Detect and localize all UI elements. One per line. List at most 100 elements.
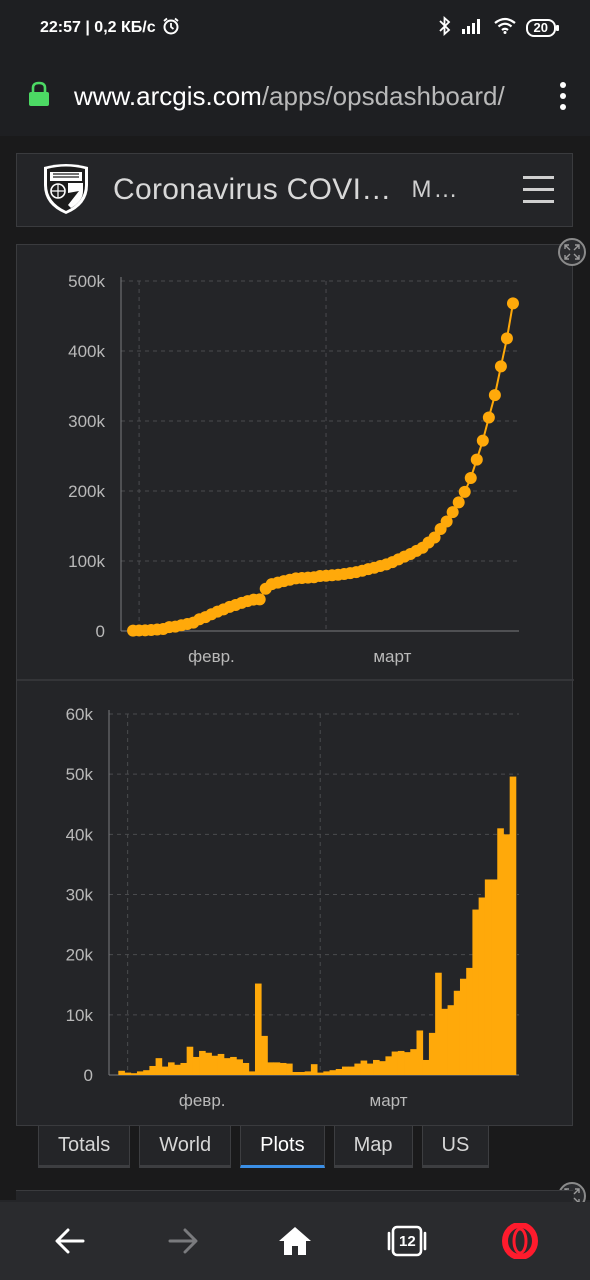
x-tick-label: март (370, 1091, 408, 1110)
bar (124, 1072, 132, 1075)
bar (199, 1050, 206, 1075)
tab-us[interactable]: US (421, 1126, 490, 1168)
tabs-icon[interactable]: 12 (377, 1211, 437, 1271)
browser-nav-bar: 12 (0, 1202, 590, 1280)
bar (354, 1063, 361, 1075)
bar (335, 1068, 343, 1075)
bar (466, 967, 473, 1075)
signal-icon (461, 18, 484, 39)
bar (279, 1062, 287, 1075)
bar (422, 1059, 430, 1075)
dashboard-title: Coronavirus COVI… (113, 173, 392, 206)
bar (292, 1071, 299, 1075)
battery-icon: 20 (525, 19, 560, 37)
bar (317, 1072, 324, 1075)
bar (223, 1058, 231, 1075)
bar (373, 1059, 380, 1075)
data-point (494, 360, 507, 373)
bar (428, 1032, 436, 1075)
bar (497, 828, 504, 1075)
bar (186, 1046, 194, 1075)
tab-totals[interactable]: Totals (38, 1126, 131, 1168)
bar (472, 909, 480, 1075)
bar (254, 983, 262, 1075)
wifi-icon (493, 17, 516, 39)
data-point (428, 531, 441, 544)
y-tick-label: 200k (68, 482, 105, 501)
bar (217, 1053, 225, 1075)
bar (360, 1060, 368, 1075)
y-tick-label: 100k (68, 552, 105, 571)
y-tick-label: 50k (66, 765, 94, 784)
lock-icon (28, 81, 50, 112)
y-tick-label: 500k (68, 272, 105, 291)
dashboard-tabs: Totals World Plots Map US (38, 1126, 490, 1170)
bar (410, 1049, 417, 1075)
bar (323, 1071, 330, 1075)
bar (273, 1062, 281, 1075)
bar (416, 1030, 424, 1075)
y-tick-label: 300k (68, 412, 105, 431)
data-point (476, 434, 489, 447)
bar (168, 1062, 175, 1075)
plots-panel: 0 100k 200k 300k 400k 500k февр. март 0 10k 20k 30… (16, 244, 574, 1126)
y-tick-label: 0 (96, 622, 105, 641)
bar (205, 1052, 212, 1075)
menu-dots-icon[interactable] (560, 82, 566, 110)
tab-map[interactable]: Map (333, 1126, 413, 1168)
alarm-icon (162, 17, 180, 40)
tab-count: 12 (399, 1232, 416, 1250)
bar (404, 1052, 411, 1075)
x-tick-label: март (373, 647, 411, 666)
x-tick-label: февр. (188, 647, 235, 666)
status-bar: 22:57 | 0,2 КБ/с 20 (0, 0, 590, 56)
opera-logo-icon[interactable] (490, 1211, 550, 1271)
bar (236, 1059, 243, 1075)
bar (304, 1071, 312, 1075)
bar (248, 1071, 256, 1075)
series-line (133, 303, 514, 632)
bar (509, 776, 517, 1075)
bar (348, 1066, 355, 1075)
bar (478, 897, 486, 1075)
data-point (458, 485, 471, 498)
hamburger-menu-icon[interactable] (523, 176, 554, 203)
bar (447, 1005, 455, 1075)
bar (329, 1070, 337, 1075)
y-tick-label: 0 (84, 1066, 93, 1085)
y-tick-label: 400k (68, 342, 105, 361)
bar (161, 1066, 169, 1075)
data-point (440, 515, 453, 528)
bar (435, 972, 442, 1075)
bar (366, 1063, 374, 1075)
home-icon[interactable] (265, 1211, 325, 1271)
bar (174, 1064, 181, 1075)
data-point (452, 496, 465, 509)
bar (453, 990, 461, 1075)
status-time-speed: 22:57 | 0,2 КБ/с (40, 19, 156, 36)
daily-cases-chart: 0 10k 20k 30k 40k 50k 60k февр. март (66, 705, 519, 1110)
bar (397, 1050, 405, 1075)
bar (149, 1065, 156, 1075)
bar (341, 1066, 349, 1075)
bar (118, 1070, 125, 1075)
dashboard-subtitle: M… (411, 176, 460, 203)
tab-plots[interactable]: Plots (240, 1126, 325, 1168)
y-tick-label: 40k (66, 825, 94, 844)
bar (459, 978, 467, 1075)
expand-icon[interactable] (558, 238, 586, 266)
bar (503, 834, 511, 1075)
tab-world[interactable]: World (139, 1126, 232, 1168)
bar (192, 1056, 200, 1075)
bar (130, 1073, 138, 1075)
bar (310, 1064, 318, 1075)
dashboard-header: Coronavirus COVI… M… (16, 153, 573, 227)
address-bar[interactable]: www.arcgis.com/apps/opsdashboard/ (0, 56, 590, 136)
bar (261, 1035, 268, 1075)
data-point (488, 389, 501, 402)
forward-arrow-icon[interactable] (153, 1211, 213, 1271)
bar (180, 1062, 188, 1075)
bar (267, 1062, 275, 1075)
back-arrow-icon[interactable] (40, 1211, 100, 1271)
url-text[interactable]: www.arcgis.com/apps/opsdashboard/ (74, 81, 560, 112)
